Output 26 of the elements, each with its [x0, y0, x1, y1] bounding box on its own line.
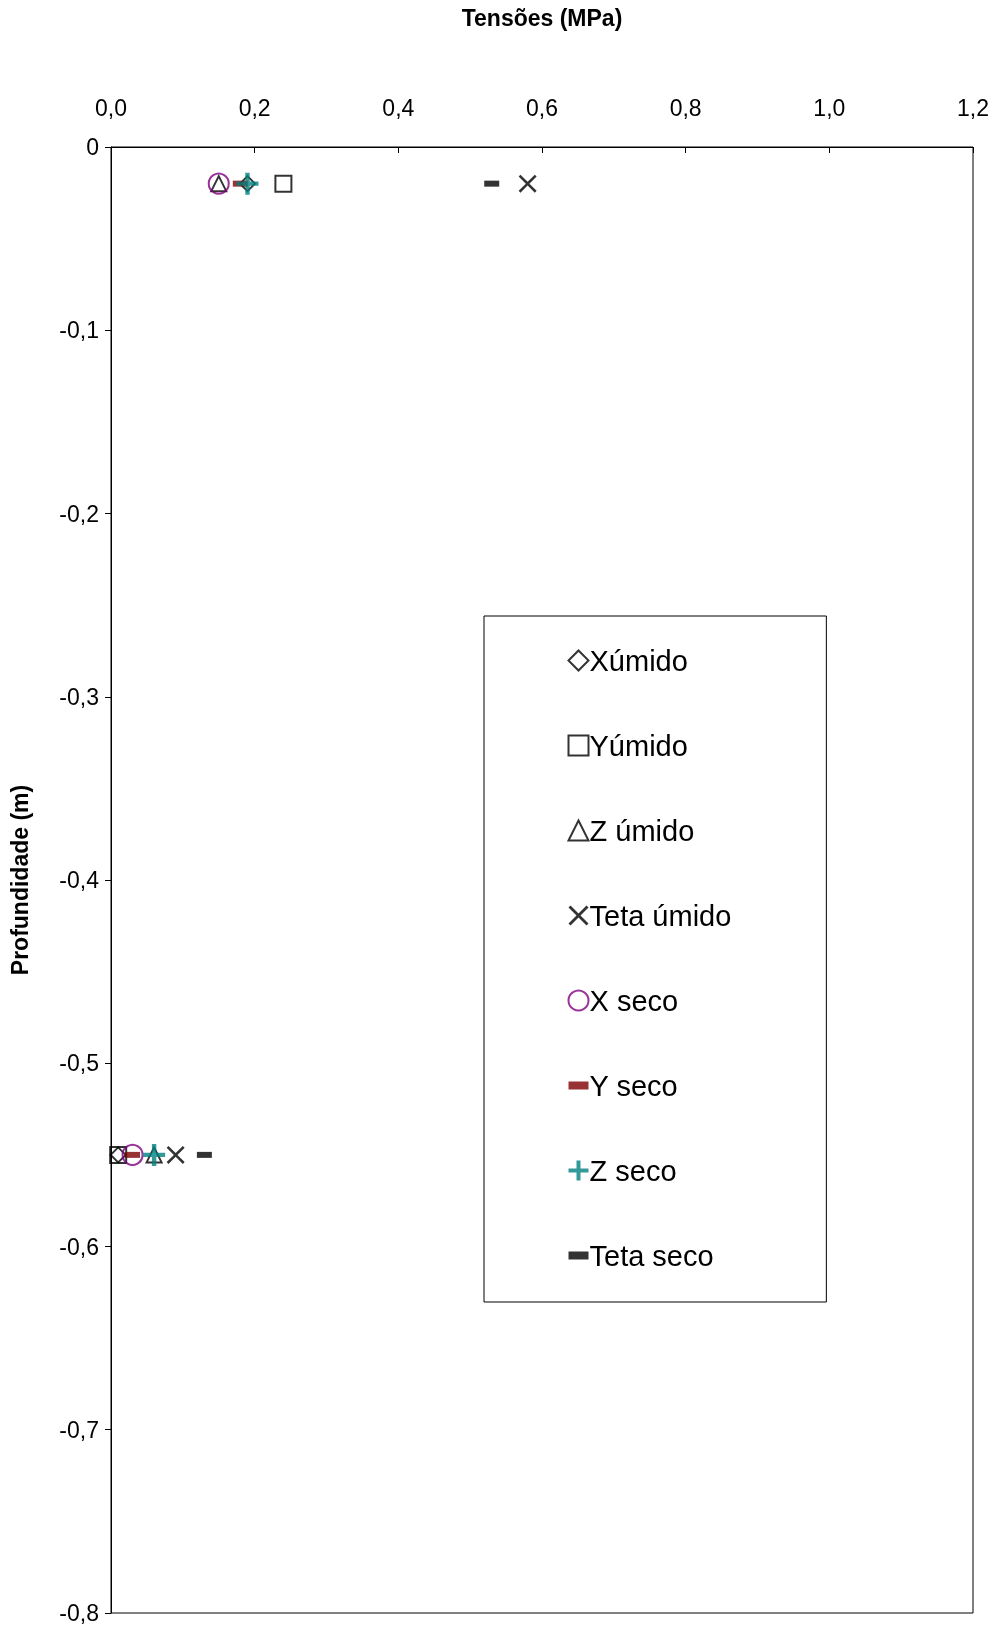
y-tick-label: -0,4 — [59, 867, 100, 893]
y-tick-label: -0,1 — [59, 317, 99, 344]
x-tick-label: 0,8 — [669, 94, 702, 121]
legend-label: Z úmido — [589, 814, 695, 847]
legend-label: Y seco — [589, 1069, 678, 1102]
x-tick-label: 0,2 — [238, 94, 271, 121]
legend-label: Xúmido — [589, 644, 688, 677]
x-axis-title: Tensões (MPa) — [461, 4, 623, 31]
y-tick-label: -0,7 — [59, 1416, 99, 1443]
x-tick-label: 1,2 — [957, 94, 989, 121]
y-tick-label: -0,3 — [59, 683, 99, 710]
y-tick-label: -0,6 — [59, 1233, 99, 1260]
x-tick-label: 0,6 — [526, 94, 558, 121]
legend-label: X seco — [589, 984, 679, 1017]
x-tick-label: 0,0 — [95, 94, 127, 121]
y-tick-label: 0 — [86, 134, 99, 160]
x-tick-label: 0,4 — [382, 94, 415, 121]
legend-label: Teta úmido — [589, 899, 732, 932]
y-axis-title: Profundidade (m) — [6, 784, 33, 976]
y-tick-label: -0,2 — [59, 500, 99, 527]
y-tick-label: -0,8 — [59, 1600, 99, 1626]
x-tick-label: 1,0 — [813, 94, 846, 121]
legend-label: Yúmido — [589, 729, 688, 762]
y-tick-label: -0,5 — [59, 1050, 99, 1077]
legend-label: Z seco — [589, 1154, 677, 1187]
legend-label: Teta seco — [589, 1239, 714, 1272]
